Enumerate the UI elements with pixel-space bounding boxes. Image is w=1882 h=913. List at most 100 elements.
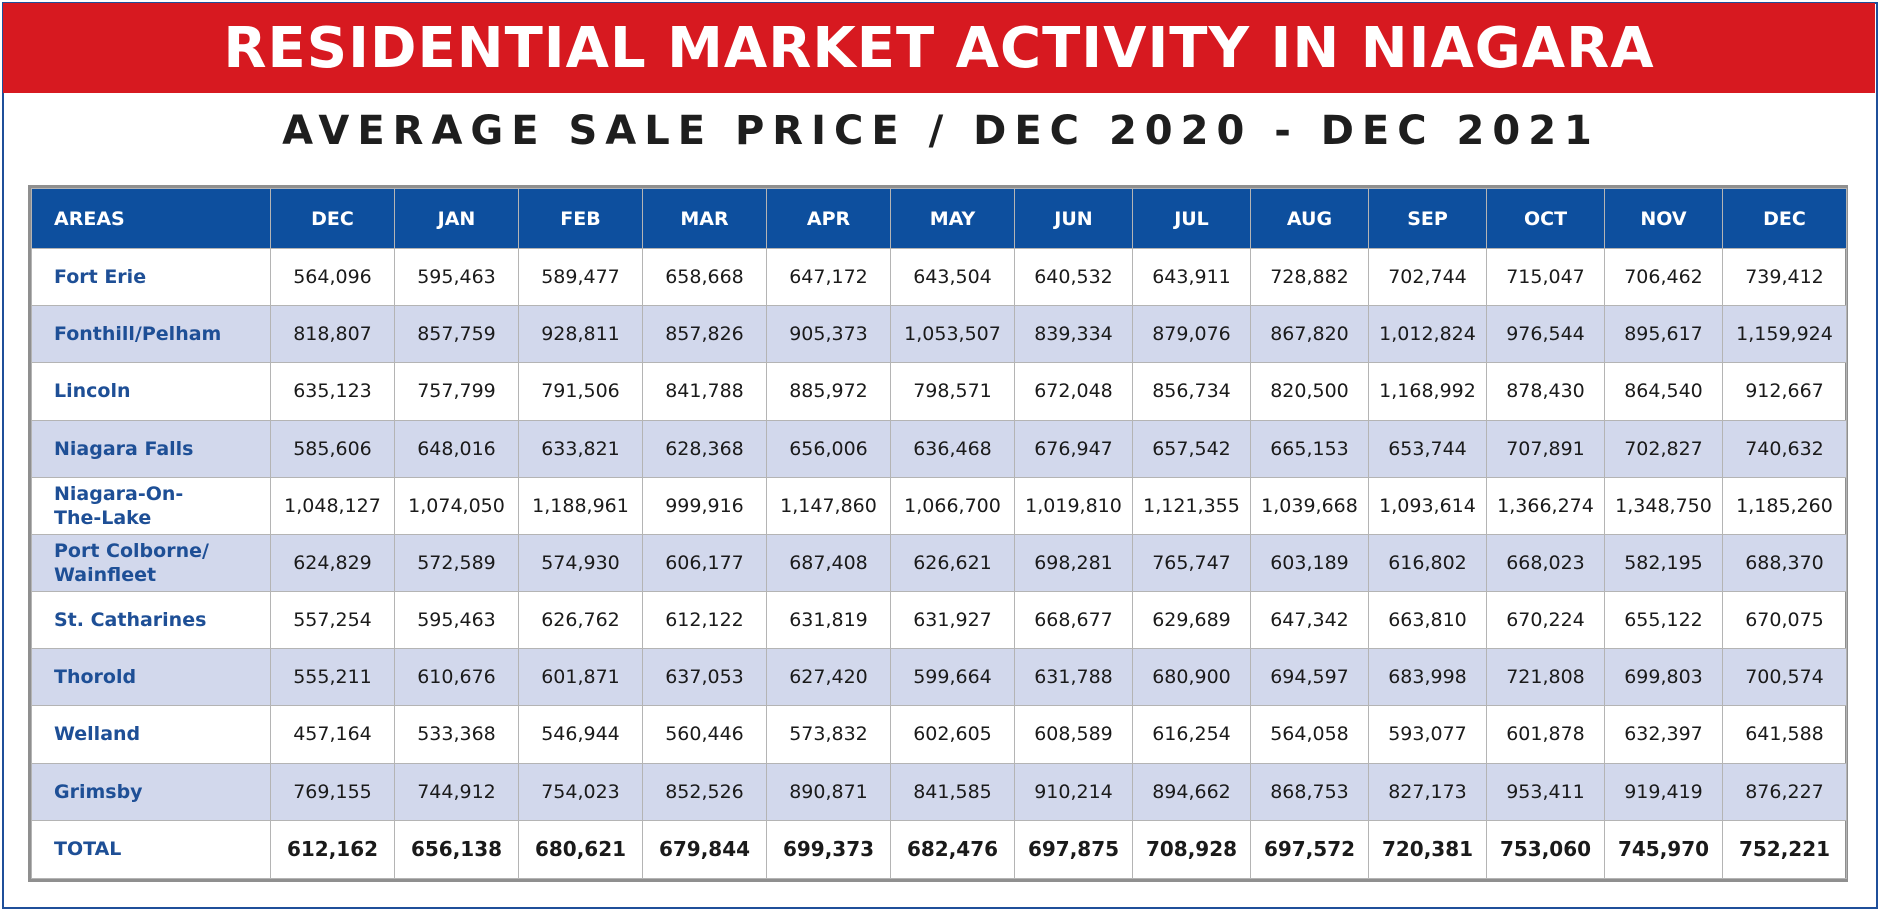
- price-cell: 636,468: [890, 419, 1015, 478]
- price-cell: 791,506: [518, 362, 643, 421]
- price-cell: 668,677: [1014, 591, 1133, 650]
- price-cell: 1,185,260: [1722, 476, 1847, 535]
- price-cell: 582,195: [1604, 533, 1723, 593]
- price-cell: 629,689: [1132, 591, 1251, 650]
- price-cell: 1,147,860: [766, 476, 891, 535]
- price-cell: 564,096: [270, 247, 395, 307]
- price-cell: 818,807: [270, 305, 395, 364]
- price-cell: 670,075: [1722, 591, 1847, 650]
- price-cell: 706,462: [1604, 247, 1723, 307]
- price-cell: 885,972: [766, 362, 891, 421]
- price-cell: 1,168,992: [1368, 362, 1487, 421]
- table-row: Niagara Falls 585,606 648,016 633,821 628,36…: [31, 419, 1847, 478]
- price-cell: 739,412: [1722, 247, 1847, 307]
- total-cell: 679,844: [642, 819, 767, 880]
- price-cell: 633,821: [518, 419, 643, 478]
- total-row: TOTAL 612,162 656,138 680,621 679,844 699,373…: [31, 819, 1847, 880]
- price-cell: 624,829: [270, 533, 395, 593]
- price-cell: 1,074,050: [394, 476, 519, 535]
- price-cell: 643,911: [1132, 247, 1251, 307]
- total-cell: 680,621: [518, 819, 643, 880]
- price-cell: 606,177: [642, 533, 767, 593]
- price-cell: 626,762: [518, 591, 643, 650]
- column-header-mar-4: MAR: [642, 188, 767, 249]
- price-cell: 765,747: [1132, 533, 1251, 593]
- price-cell: 687,408: [766, 533, 891, 593]
- column-header-may-6: MAY: [890, 188, 1015, 249]
- price-cell: 626,621: [890, 533, 1015, 593]
- price-cell: 560,446: [642, 705, 767, 764]
- price-cell: 867,820: [1250, 305, 1369, 364]
- price-cell: 640,532: [1014, 247, 1133, 307]
- table-body: Fort Erie 564,096 595,463 589,477 658,668 647…: [31, 247, 1847, 880]
- price-cell: 721,808: [1486, 648, 1605, 707]
- area-name: Fort Erie: [31, 247, 271, 307]
- price-cell: 657,542: [1132, 419, 1251, 478]
- price-cell: 1,093,614: [1368, 476, 1487, 535]
- price-cell: 595,463: [394, 247, 519, 307]
- price-cell: 857,759: [394, 305, 519, 364]
- price-cell: 564,058: [1250, 705, 1369, 764]
- price-cell: 895,617: [1604, 305, 1723, 364]
- price-cell: 555,211: [270, 648, 395, 707]
- price-table: AREAS DEC JAN FEB MAR APR MAY JUN JUL AUG SEP OCT NO…: [31, 188, 1847, 880]
- total-label: TOTAL: [31, 819, 271, 880]
- table-row: Thorold 555,211 610,676 601,871 637,053 627,4…: [31, 648, 1847, 707]
- price-cell: 702,744: [1368, 247, 1487, 307]
- price-cell: 740,632: [1722, 419, 1847, 478]
- price-cell: 616,254: [1132, 705, 1251, 764]
- price-cell: 864,540: [1604, 362, 1723, 421]
- total-cell: 699,373: [766, 819, 891, 880]
- total-cell: 697,875: [1014, 819, 1133, 880]
- title-banner: RESIDENTIAL MARKET ACTIVITY IN NIAGARA: [3, 3, 1875, 93]
- price-cell: 589,477: [518, 247, 643, 307]
- price-cell: 1,066,700: [890, 476, 1015, 535]
- total-cell: 720,381: [1368, 819, 1487, 880]
- price-cell: 628,368: [642, 419, 767, 478]
- price-cell: 595,463: [394, 591, 519, 650]
- column-header-oct-11: OCT: [1486, 188, 1605, 249]
- price-cell: 839,334: [1014, 305, 1133, 364]
- price-cell: 631,819: [766, 591, 891, 650]
- price-cell: 879,076: [1132, 305, 1251, 364]
- area-name: Fonthill/Pelham: [31, 305, 271, 364]
- price-cell: 754,023: [518, 762, 643, 821]
- price-cell: 1,048,127: [270, 476, 395, 535]
- price-cell: 670,224: [1486, 591, 1605, 650]
- price-cell: 616,802: [1368, 533, 1487, 593]
- price-cell: 857,826: [642, 305, 767, 364]
- price-cell: 976,544: [1486, 305, 1605, 364]
- column-header-jun-7: JUN: [1014, 188, 1133, 249]
- price-cell: 841,585: [890, 762, 1015, 821]
- price-cell: 647,172: [766, 247, 891, 307]
- price-cell: 608,589: [1014, 705, 1133, 764]
- price-cell: 612,122: [642, 591, 767, 650]
- price-cell: 665,153: [1250, 419, 1369, 478]
- area-name: St. Catharines: [31, 591, 271, 650]
- price-cell: 852,526: [642, 762, 767, 821]
- table-header-row: AREAS DEC JAN FEB MAR APR MAY JUN JUL AUG SEP OCT NO…: [31, 188, 1847, 249]
- price-cell: 585,606: [270, 419, 395, 478]
- price-cell: 637,053: [642, 648, 767, 707]
- column-header-aug-9: AUG: [1250, 188, 1369, 249]
- price-cell: 910,214: [1014, 762, 1133, 821]
- price-cell: 680,900: [1132, 648, 1251, 707]
- price-cell: 602,605: [890, 705, 1015, 764]
- price-cell: 631,927: [890, 591, 1015, 650]
- price-cell: 868,753: [1250, 762, 1369, 821]
- price-cell: 894,662: [1132, 762, 1251, 821]
- area-name: Thorold: [31, 648, 271, 707]
- table-row: Lincoln 635,123 757,799 791,506 841,788 885,9…: [31, 362, 1847, 421]
- table-row: St. Catharines 557,254 595,463 626,762 612,1…: [31, 591, 1847, 650]
- price-cell: 641,588: [1722, 705, 1847, 764]
- area-name: Niagara-On- The-Lake: [31, 476, 271, 535]
- total-cell: 753,060: [1486, 819, 1605, 880]
- price-cell: 744,912: [394, 762, 519, 821]
- price-cell: 702,827: [1604, 419, 1723, 478]
- area-name: Niagara Falls: [31, 419, 271, 478]
- price-cell: 1,366,274: [1486, 476, 1605, 535]
- price-cell: 1,039,668: [1250, 476, 1369, 535]
- price-cell: 1,121,355: [1132, 476, 1251, 535]
- price-cell: 694,597: [1250, 648, 1369, 707]
- price-cell: 631,788: [1014, 648, 1133, 707]
